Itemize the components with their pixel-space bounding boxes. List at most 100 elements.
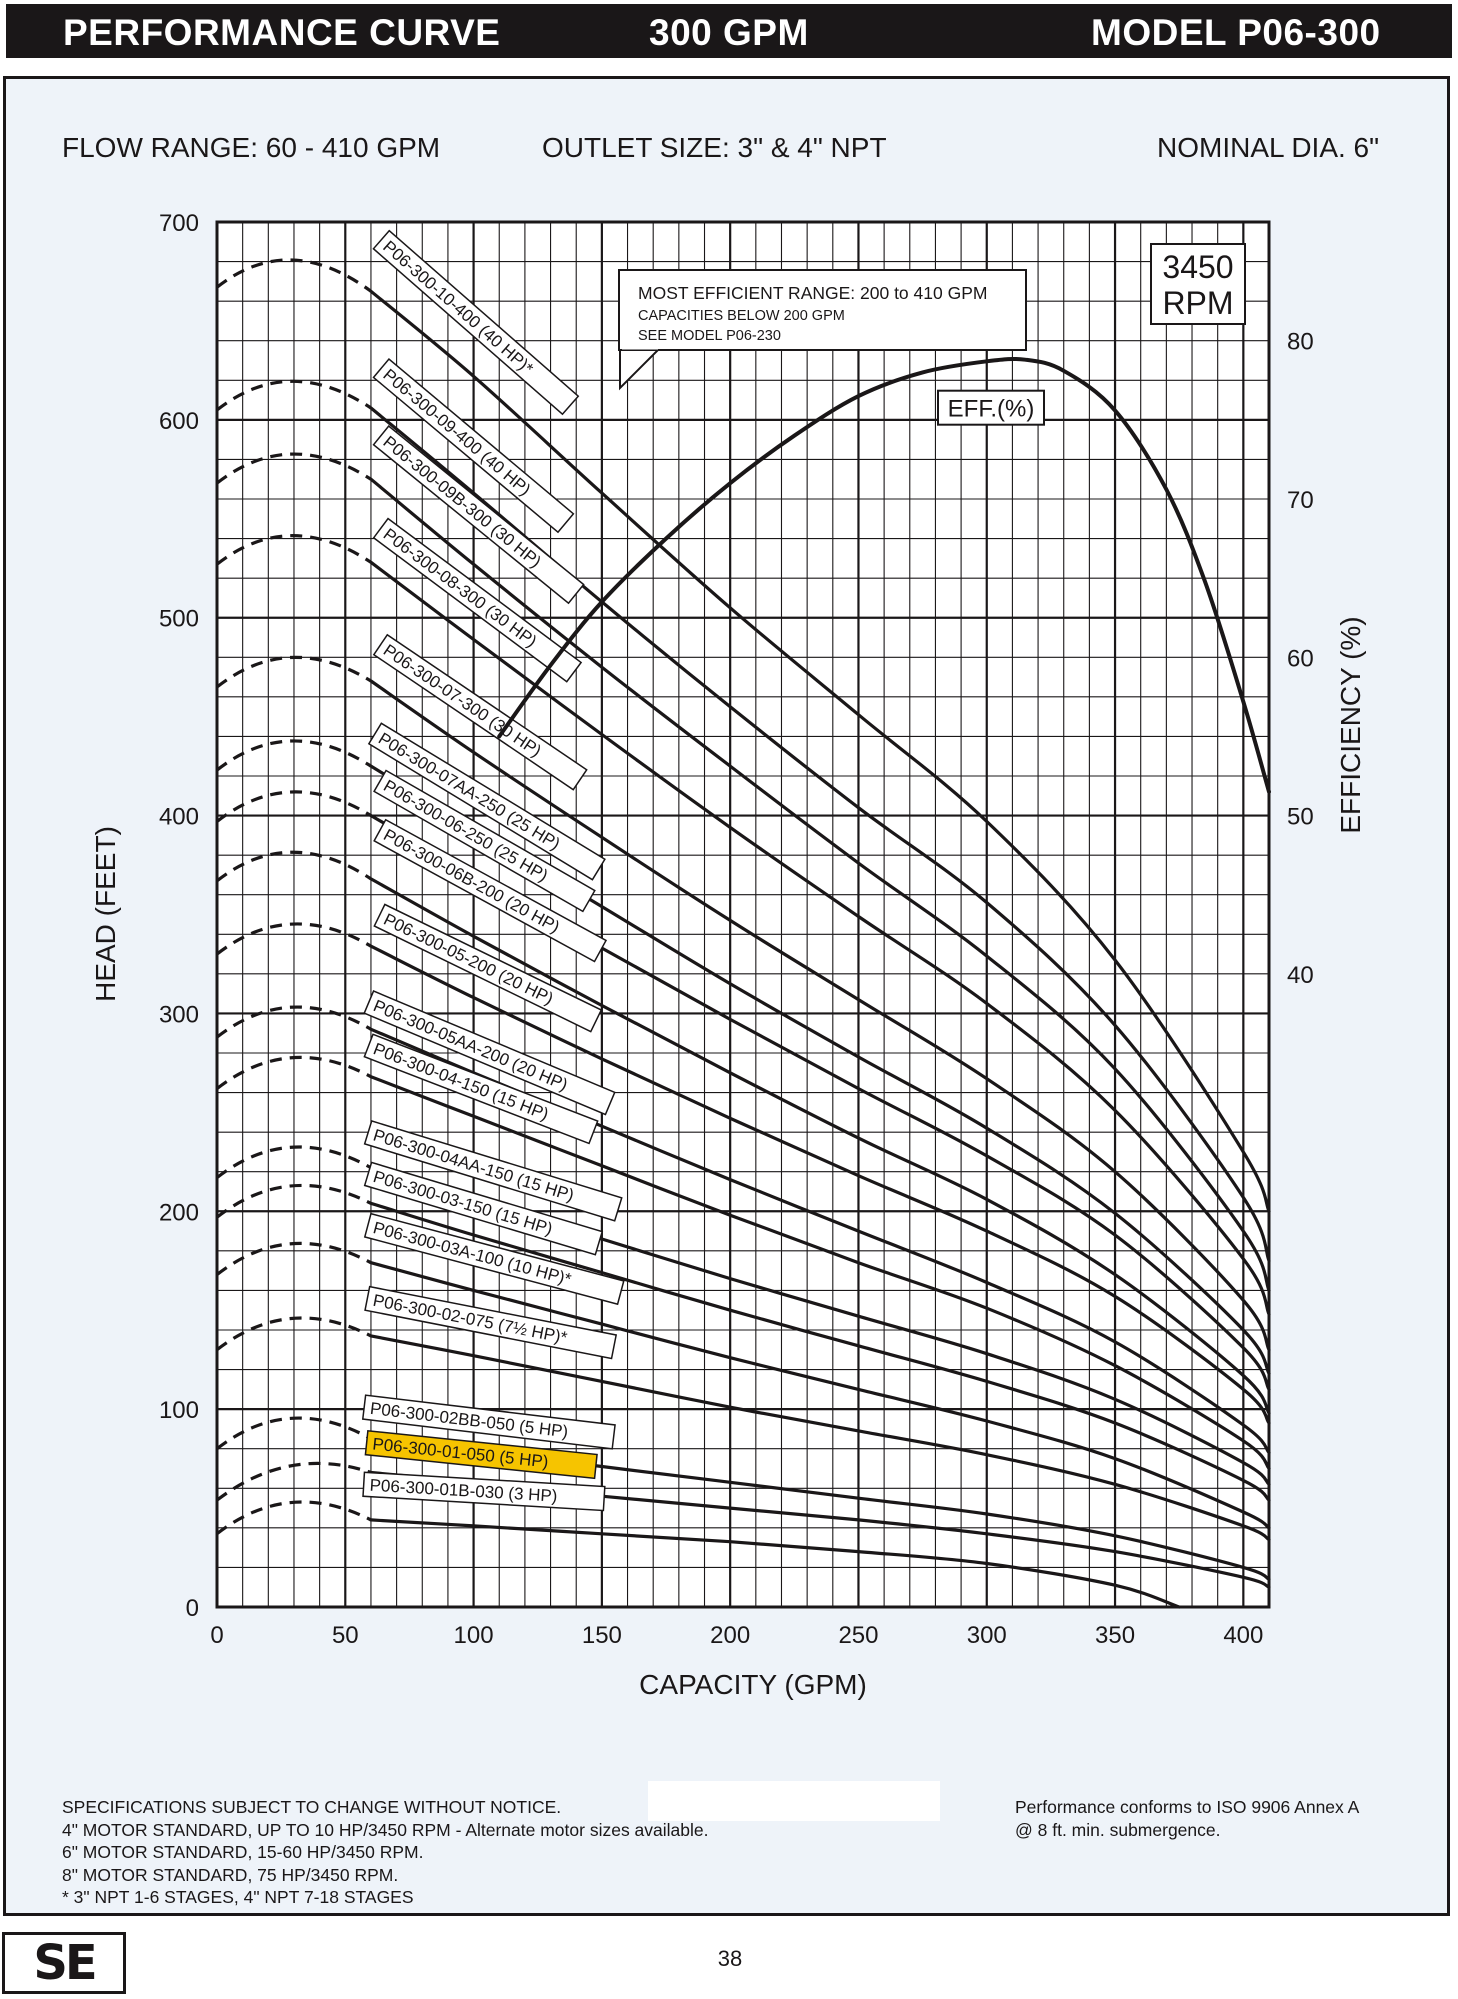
curve-label-box — [362, 1471, 606, 1512]
x-tick-label: 300 — [967, 1622, 1007, 1649]
head-curve — [369, 289, 1271, 1213]
shutoff-dashed-curve — [216, 790, 372, 823]
curve-label-box — [361, 1394, 616, 1450]
y2-axis-label: EFFICIENCY (%) — [1335, 616, 1366, 833]
shutoff-dashed-curve — [216, 850, 372, 883]
efficiency-label-box — [937, 389, 1046, 426]
y-tick-label: 600 — [159, 408, 199, 435]
note-line: MOST EFFICIENT RANGE: 200 to 410 GPM — [638, 283, 987, 303]
head-curve — [369, 1075, 1271, 1471]
efficiency-label: EFF.(%) — [937, 389, 1046, 426]
curve-label-box — [372, 229, 580, 416]
x-tick-label: 250 — [838, 1622, 878, 1649]
shutoff-dashed-curve — [216, 1500, 372, 1536]
head-curve — [369, 477, 1271, 1292]
y-tick-label: 400 — [159, 804, 199, 831]
x-tick-label: 100 — [454, 1622, 494, 1649]
curve-label-box — [364, 1285, 618, 1360]
rpm-box-frame — [1150, 243, 1246, 325]
x-tick-label: 0 — [210, 1622, 223, 1649]
efficient-range-note: MOST EFFICIENT RANGE: 200 to 410 GPM CAPA… — [618, 269, 1027, 391]
y2-tick-label: 50 — [1287, 804, 1314, 831]
y2-tick-label: 80 — [1287, 329, 1314, 356]
flow-range: FLOW RANGE: 60 - 410 GPM — [62, 132, 441, 163]
efficiency-curve — [497, 356, 1271, 794]
note-line: 6" MOTOR STANDARD, 15-60 HP/3450 RPM. — [62, 1842, 424, 1862]
note-line: SEE MODEL P06-230 — [638, 328, 781, 344]
shutoff-dashed-curve — [216, 922, 372, 956]
shutoff-dashed-curve — [216, 1055, 372, 1090]
note-line: 8" MOTOR STANDARD, 75 HP/3450 RPM. — [62, 1864, 399, 1885]
x-tick-label: 400 — [1223, 1622, 1263, 1649]
shutoff-dashed-curve — [216, 1461, 372, 1502]
x-tick-label: 50 — [332, 1622, 359, 1649]
y-tick-label: 200 — [159, 1199, 199, 1226]
shutoff-dashed-curve — [216, 1145, 372, 1179]
iso-note-line: @ 8 ft. min. submergence. — [1015, 1819, 1221, 1840]
head-curve — [369, 944, 1271, 1425]
shutoff-dashed-curve — [216, 1005, 372, 1039]
blank-block — [648, 1781, 940, 1821]
y2-tick-label: 70 — [1287, 487, 1314, 514]
header-model: MODEL P06-300 — [1091, 12, 1381, 53]
shutoff-dashed-curve — [216, 1183, 372, 1219]
y-tick-label: 500 — [159, 606, 199, 633]
y2-tick-label: 60 — [1287, 645, 1314, 672]
shutoff-dashed-curve — [216, 258, 372, 293]
curve-label-box — [363, 1212, 625, 1306]
x-tick-label: 150 — [582, 1622, 622, 1649]
note-box — [618, 269, 1027, 351]
y-tick-label: 300 — [159, 1001, 199, 1028]
shutoff-dashed-curve — [216, 1416, 372, 1450]
spec-notes: SPECIFICATIONS SUBJECT TO CHANGE WITHOUT… — [62, 1796, 709, 1909]
curve-label-box — [372, 517, 583, 683]
curve-label-box — [373, 818, 608, 963]
head-curve — [369, 679, 1271, 1352]
note-line: 4" MOTOR STANDARD, UP TO 10 HP/3450 RPM … — [62, 1819, 709, 1840]
x-tick-label: 200 — [710, 1622, 750, 1649]
efficiency-label-text: EFF.(%) — [948, 396, 1035, 423]
shutoff-dashed-curve — [216, 379, 372, 412]
x-tick-label: 350 — [1095, 1622, 1135, 1649]
head-curve — [369, 1201, 1271, 1502]
grid-lines — [217, 222, 1269, 1607]
head-curve — [369, 1518, 1181, 1609]
rpm-value: 3450 — [1162, 249, 1233, 285]
curve-label-box — [372, 633, 588, 791]
y-tick-label: 700 — [159, 210, 199, 237]
curve-label-box — [373, 903, 603, 1033]
shutoff-dashed-curve — [216, 452, 372, 485]
curve-label-box — [372, 425, 585, 605]
nominal-diameter: NOMINAL DIA. 6" — [1157, 132, 1380, 163]
header-title: PERFORMANCE CURVE — [63, 12, 501, 53]
head-curve — [369, 877, 1271, 1415]
curve-label-box — [363, 1161, 604, 1256]
shutoff-dashed-curve — [216, 739, 372, 772]
curve-label-box — [372, 357, 575, 534]
y-tick-label: 100 — [159, 1397, 199, 1424]
plot-frame — [215, 220, 1271, 1609]
note-line: * 3" NPT 1-6 STAGES, 4" NPT 7-18 STAGES — [62, 1887, 414, 1907]
curve-label-box — [363, 1120, 623, 1222]
head-curve — [369, 1334, 1271, 1542]
x-axis-label: CAPACITY (GPM) — [639, 1669, 867, 1700]
curve-label-box — [367, 722, 606, 881]
head-curve — [369, 560, 1271, 1316]
curve-label-box — [363, 1033, 599, 1145]
curve-label-box — [373, 769, 596, 913]
header-bar: PERFORMANCE CURVE 300 GPM MODEL P06-300 — [6, 4, 1452, 58]
page-number: 38 — [717, 1946, 743, 1971]
sei-logo: SE — [2, 1932, 126, 1994]
note-line: SPECIFICATIONS SUBJECT TO CHANGE WITHOUT… — [62, 1797, 562, 1817]
shutoff-dashed-curve — [216, 655, 372, 689]
y-axis-label: HEAD (FEET) — [90, 826, 121, 1002]
shutoff-dashed-curve — [216, 1316, 372, 1352]
curve-label: P06-300-01B-030 (3 HP) — [362, 1471, 606, 1512]
shutoff-dashed-curve — [216, 534, 372, 566]
header-flow: 300 GPM — [649, 12, 809, 53]
rpm-unit: RPM — [1162, 285, 1233, 321]
iso-note: Performance conforms to ISO 9906 Annex A… — [1015, 1796, 1359, 1841]
note-line: CAPACITIES BELOW 200 GPM — [638, 308, 845, 324]
